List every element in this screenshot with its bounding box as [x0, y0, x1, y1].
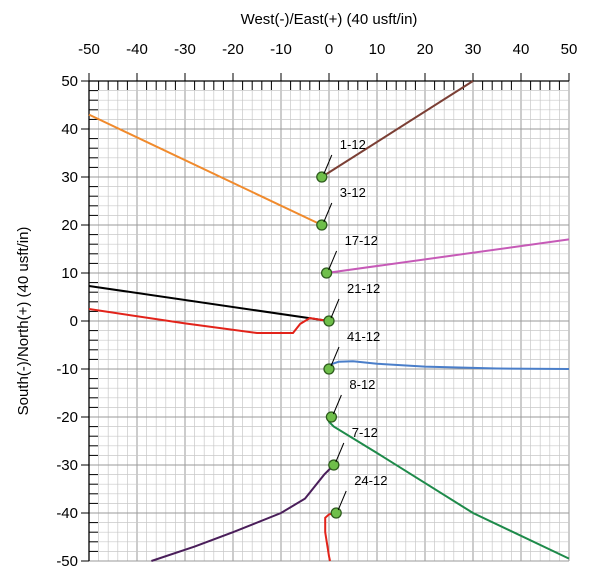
y-tick-label: 30	[61, 169, 78, 186]
well-leader-line	[328, 250, 338, 271]
axes: -50 -40 -30 -20 -10 0 10 20 30 40 50 50 40 30 20 10 0 -10…	[56, 41, 577, 570]
well-label: 17-12	[345, 233, 378, 248]
series-line-1-12	[321, 80, 474, 178]
series-line-21-12	[88, 285, 330, 322]
well-leader-line	[332, 394, 342, 415]
well-leader-line	[330, 298, 340, 319]
well-label: 24-12	[354, 473, 387, 488]
y-tick-label: 0	[70, 313, 78, 330]
well-leader-line	[323, 154, 333, 175]
series-line-3-12	[88, 113, 323, 226]
well-leader-line	[323, 202, 333, 223]
y-tick-label: -30	[56, 457, 78, 474]
y-tick-label: -50	[56, 553, 78, 570]
series-line-21-12-red	[88, 308, 330, 334]
well-label: 41-12	[347, 329, 380, 344]
y-tick-label: -40	[56, 505, 78, 522]
well-marker	[323, 315, 335, 327]
x-tick-label: 30	[465, 41, 482, 58]
well-leader-line	[330, 346, 340, 367]
x-tick-label: 40	[513, 41, 530, 58]
x-tick-label: -20	[222, 41, 244, 58]
grid	[88, 80, 570, 562]
well-marker	[328, 459, 340, 471]
well-leader-line	[335, 442, 345, 463]
well-marker	[320, 267, 333, 279]
series-line-24-12	[324, 512, 337, 562]
well-label: 21-12	[347, 281, 380, 296]
y-tick-label: 40	[61, 121, 78, 138]
series-line-7-12	[151, 464, 335, 562]
x-tick-label: 20	[417, 41, 434, 58]
series-line-41-12	[328, 360, 570, 370]
y-tick-label: 20	[61, 217, 78, 234]
well-label: 8-12	[349, 377, 375, 392]
well-label: 1-12	[340, 137, 366, 152]
x-tick-label: 50	[561, 41, 578, 58]
x-tick-label: -30	[174, 41, 196, 58]
y-tick-label: -20	[56, 409, 78, 426]
well-marker	[323, 363, 335, 375]
x-tick-label: -40	[126, 41, 148, 58]
well-label: 7-12	[352, 425, 378, 440]
y-axis-title: South(-)/North(+) (40 usft/in)	[15, 227, 32, 416]
well-marker	[316, 171, 328, 183]
x-tick-label: -50	[78, 41, 100, 58]
x-tick-label: 0	[325, 41, 333, 58]
well-marker	[316, 219, 328, 231]
y-tick-label: 50	[61, 73, 78, 90]
well-markers: 1-12 3-12 17-12 21-12 41-12 8-12 7-12 24-12	[316, 137, 387, 519]
x-tick-label: -10	[270, 41, 292, 58]
well-label: 3-12	[340, 185, 366, 200]
y-tick-label: -10	[56, 361, 78, 378]
well-marker	[325, 411, 338, 423]
x-tick-label: 10	[369, 41, 386, 58]
x-axis-title: West(-)/East(+) (40 usft/in)	[241, 11, 418, 28]
well-marker	[330, 507, 342, 519]
y-tick-label: 10	[61, 265, 78, 282]
well-leader-line	[337, 490, 347, 511]
